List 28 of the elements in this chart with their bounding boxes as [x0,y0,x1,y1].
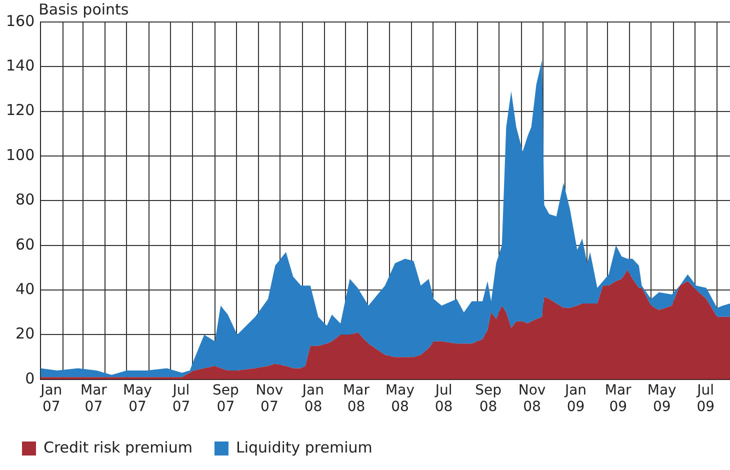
legend-label: Credit risk premium [44,438,192,456]
y-tick-label: 40 [16,280,35,298]
x-tick-label: Mar 07 [80,382,108,416]
x-tick-label: Jul 09 [696,382,715,416]
x-tick-label: May 07 [122,382,152,416]
y-tick-label: 120 [6,101,35,120]
x-tick-label: Sep 07 [212,382,240,416]
x-tick-label: May 09 [647,382,676,416]
y-tick-label: 0 [25,369,35,388]
x-tick-label: Jul 08 [434,382,453,416]
y-tick-label: 160 [6,12,35,30]
legend-label: Liquidity premium [236,438,372,456]
x-tick-label: Mar 09 [604,382,632,416]
y-tick-label: 100 [6,146,35,164]
x-tick-label: Jan 08 [301,382,324,416]
x-tick-label: Nov 07 [256,382,284,416]
y-tick-label: 140 [6,56,35,75]
y-tick-label: 80 [16,190,35,209]
y-axis-title: Basis points [38,0,129,18]
x-tick-label: Nov 08 [518,382,546,416]
x-tick-label: Mar 08 [343,382,370,416]
x-tick-label: May 08 [386,382,414,416]
y-tick-label: 60 [16,235,35,254]
y-tick-label: 20 [16,324,35,343]
x-tick-label: Jul 07 [172,382,190,416]
x-tick-label: Jan 07 [40,382,62,416]
x-tick-label: Jan 09 [564,382,587,416]
x-tick-label: Sep 08 [475,382,502,416]
